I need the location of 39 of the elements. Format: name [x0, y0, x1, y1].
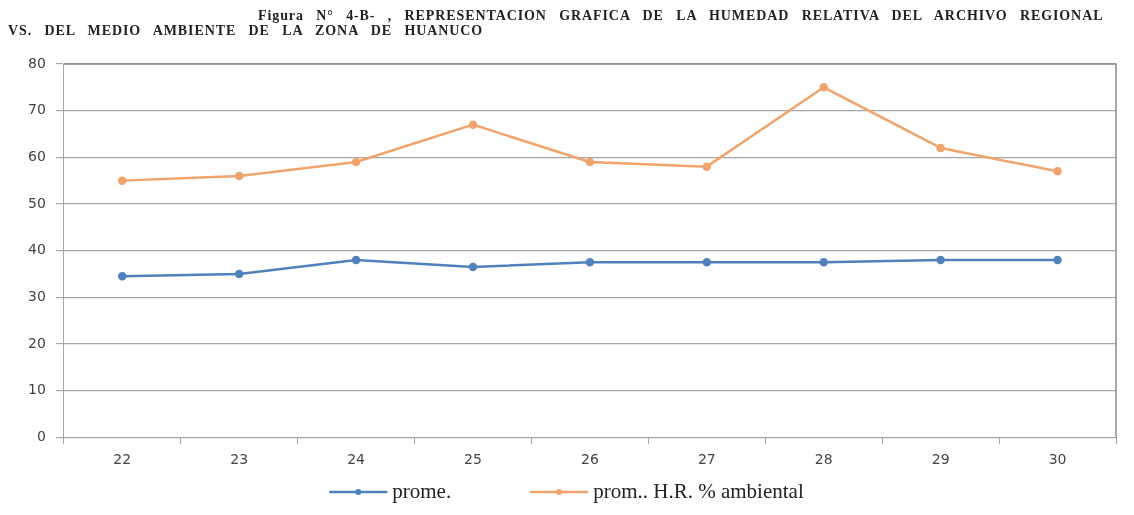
point [1053, 167, 1062, 176]
point [468, 120, 478, 129]
y-tick-label: 40 [27, 241, 46, 258]
y-tick-label: 70 [27, 101, 46, 118]
point [118, 272, 127, 281]
point [118, 176, 127, 185]
x-tick-label: 27 [697, 451, 716, 468]
point [468, 262, 478, 272]
point [819, 83, 828, 92]
y-tick-label: 0 [36, 427, 46, 444]
legend-label: prom.. H.R. % ambiental [593, 478, 804, 503]
point [585, 157, 595, 167]
x-tick-label: 26 [580, 451, 599, 468]
point [936, 143, 945, 153]
y-tick-label: 80 [27, 54, 46, 71]
y-tick-label: 30 [27, 287, 46, 304]
point [234, 269, 244, 279]
point [585, 258, 595, 267]
point [936, 255, 945, 265]
point [702, 162, 712, 171]
x-tick-label: 23 [230, 451, 249, 468]
x-tick-label: 25 [464, 451, 482, 468]
point [351, 255, 361, 265]
point [819, 258, 828, 267]
x-tick-label: 22 [113, 451, 132, 468]
point [702, 258, 712, 267]
y-tick-label: 50 [27, 194, 46, 211]
x-tick-label: 28 [814, 451, 833, 468]
x-tick-label: 30 [1048, 451, 1067, 468]
x-tick-label: 24 [347, 451, 366, 468]
legend-label: prome. [392, 478, 452, 503]
chart-title: Figura N° 4-B- , REPRESENTACION GRAFICA DE LA HUMEDAD RELATIVA DEL ARCHIVO REGIONAL VS. DEL MEDIO AMBIENTE DE LA ZONA DE HUANUCO [8, 8, 1104, 40]
x-tick-label: 29 [931, 451, 950, 468]
y-tick-label: 20 [27, 334, 46, 351]
y-tick-label: 10 [27, 381, 46, 398]
point [234, 171, 244, 181]
point [351, 157, 361, 167]
y-tick-label: 60 [27, 147, 46, 164]
point [1053, 255, 1062, 265]
